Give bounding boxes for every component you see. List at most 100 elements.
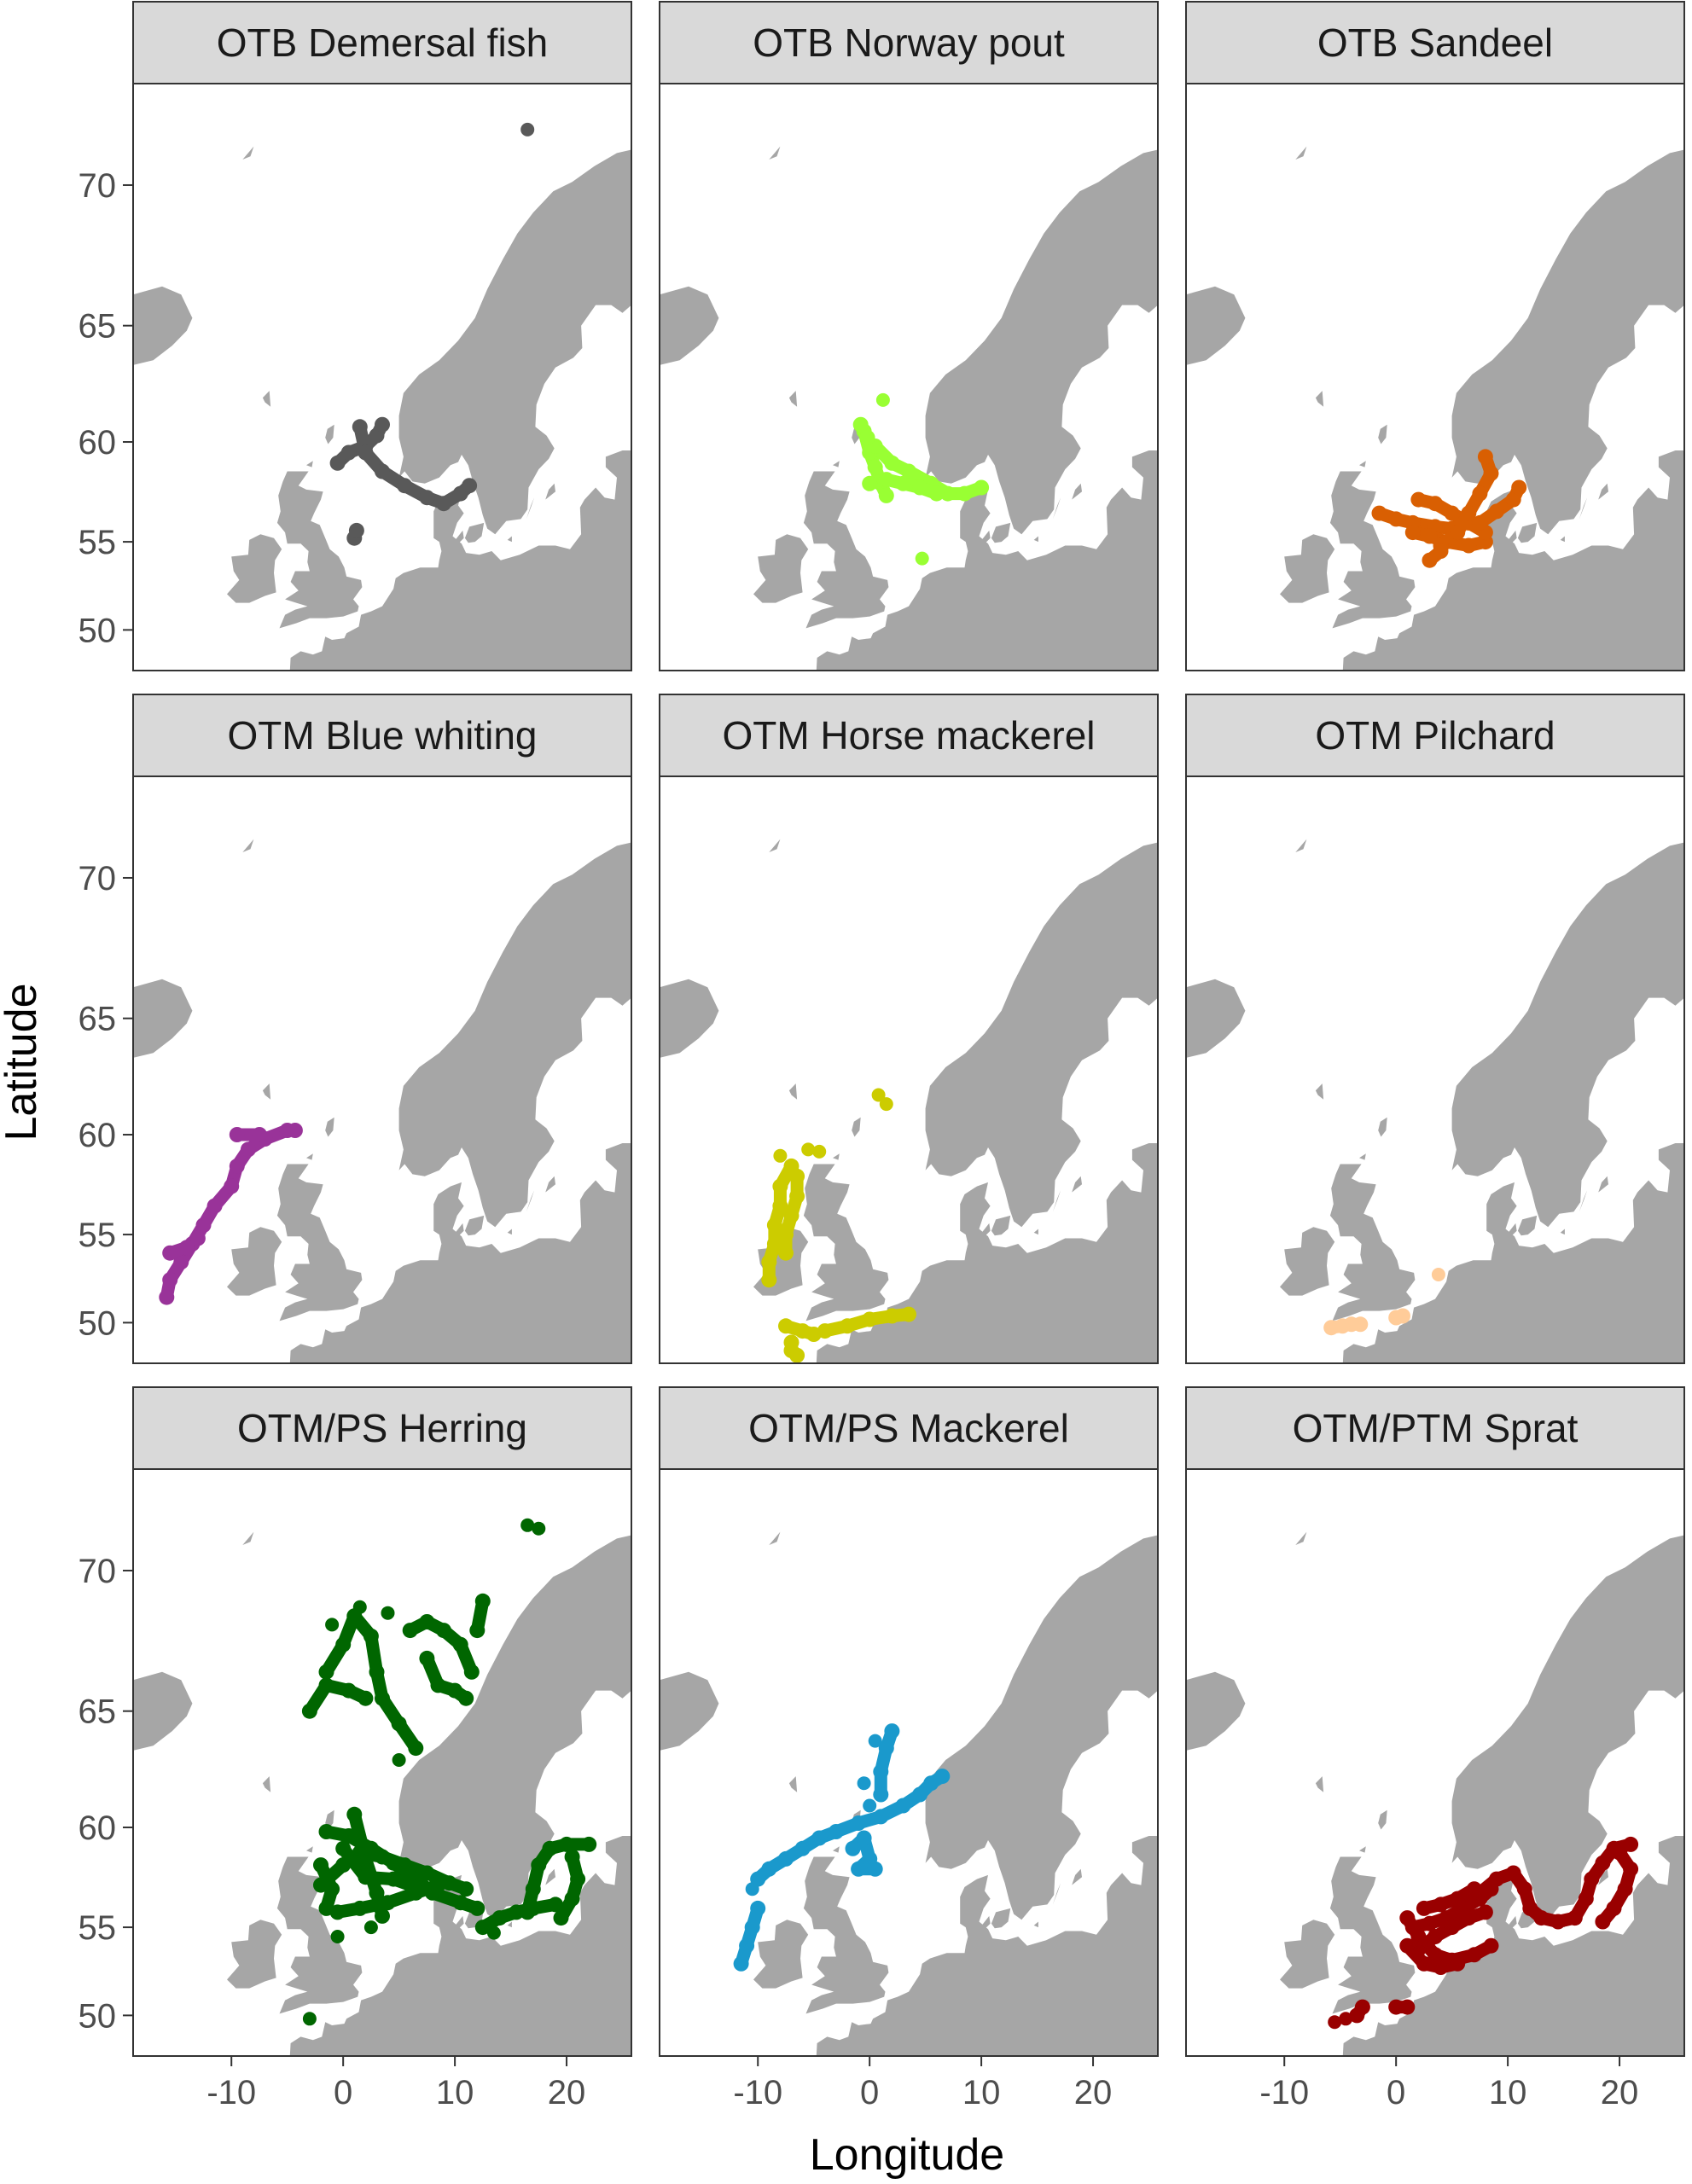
fishing-point bbox=[912, 479, 928, 496]
land-polygon bbox=[453, 1223, 464, 1237]
land-polygon bbox=[925, 1535, 1158, 1920]
land-polygon bbox=[1598, 1176, 1608, 1193]
fishing-point bbox=[335, 1636, 352, 1653]
land-polygon bbox=[325, 1117, 334, 1137]
fishing-point bbox=[229, 1158, 245, 1174]
panel-border bbox=[132, 1468, 632, 2057]
y-tick-label: 50 bbox=[78, 612, 117, 649]
y-tick-label: 55 bbox=[78, 1217, 117, 1254]
fishing-point bbox=[352, 1600, 367, 1614]
land-polygon bbox=[545, 1176, 555, 1193]
fishing-point bbox=[773, 1148, 788, 1163]
fishing-point bbox=[778, 1245, 794, 1261]
fishing-point bbox=[335, 1840, 352, 1856]
land-polygon bbox=[545, 1868, 555, 1885]
land-polygon bbox=[1378, 1809, 1387, 1830]
land-polygon bbox=[788, 391, 798, 407]
x-tick-label: 10 bbox=[962, 2074, 1001, 2111]
fishing-point bbox=[1472, 1885, 1488, 1901]
land-polygon bbox=[1560, 536, 1565, 543]
y-tick-label: 65 bbox=[78, 1693, 117, 1731]
fishing-point bbox=[363, 1628, 379, 1644]
land-polygon bbox=[242, 839, 254, 852]
fishing-point bbox=[463, 1664, 480, 1680]
longitude-axis-ticks: -10 0 10 20 -10 0 10 20 -10 0 10 20 bbox=[206, 2056, 1638, 2111]
land-polygon bbox=[1517, 1215, 1538, 1236]
land-polygon bbox=[507, 1921, 512, 1928]
fishing-point bbox=[915, 551, 929, 566]
fishing-point bbox=[1533, 1910, 1550, 1926]
fishing-point bbox=[419, 490, 435, 506]
fishing-point bbox=[564, 1849, 580, 1865]
panel-border bbox=[659, 775, 1159, 1364]
panel-border bbox=[1185, 775, 1685, 1364]
fishing-point bbox=[761, 1861, 777, 1877]
fishing-point bbox=[789, 1347, 805, 1363]
facet-strip bbox=[1185, 1, 1685, 84]
facet-strip bbox=[659, 1386, 1159, 1470]
fishing-point bbox=[873, 1786, 889, 1803]
fishing-point bbox=[1371, 505, 1387, 521]
fishing-point bbox=[375, 1908, 390, 1924]
fishing-point bbox=[1433, 1960, 1449, 1975]
fishing-point bbox=[811, 1830, 828, 1846]
panel-border bbox=[1185, 83, 1685, 671]
land-polygon bbox=[306, 1846, 313, 1853]
land-polygon bbox=[816, 1836, 1158, 2056]
fishing-point bbox=[363, 1920, 378, 1935]
fishing-point bbox=[1422, 552, 1438, 568]
fishing-point bbox=[564, 1891, 580, 1907]
x-tick-label: 20 bbox=[548, 2074, 586, 2111]
fishing-point bbox=[974, 479, 990, 496]
fishing-point bbox=[862, 475, 878, 491]
fishing-point bbox=[380, 1895, 396, 1911]
fishing-point bbox=[1427, 496, 1443, 512]
fishing-point bbox=[761, 1272, 777, 1288]
latitude-axis-ticks: 50 55 60 65 70 50 55 60 65 70 50 55 60 65 70 bbox=[78, 167, 133, 2035]
fishing-point bbox=[469, 1900, 486, 1916]
fishing-track bbox=[555, 1850, 584, 1925]
land-polygon bbox=[1378, 1117, 1387, 1137]
fishing-point bbox=[1461, 1910, 1477, 1926]
fishing-point bbox=[1511, 479, 1527, 496]
fishing-point bbox=[772, 1178, 788, 1194]
facet-title: OTM Pilchard bbox=[1315, 713, 1555, 758]
fishing-point bbox=[1489, 503, 1504, 520]
fishing-point bbox=[452, 1895, 468, 1911]
land-polygon bbox=[1033, 1228, 1038, 1235]
x-tick-label: 0 bbox=[860, 2074, 879, 2111]
fishing-point bbox=[189, 1230, 206, 1246]
fishing-point bbox=[324, 1881, 340, 1897]
fishing-point bbox=[873, 1809, 889, 1825]
land-polygon bbox=[227, 1920, 282, 1989]
facet-title: OTM/PTM Sprat bbox=[1293, 1406, 1579, 1450]
x-tick-label: 10 bbox=[1489, 2074, 1527, 2111]
land-polygon bbox=[1506, 1223, 1517, 1237]
y-tick-label: 60 bbox=[78, 1809, 117, 1847]
fishing-point bbox=[1388, 1999, 1404, 2015]
land-polygon bbox=[464, 1215, 485, 1236]
land-polygon bbox=[803, 471, 889, 629]
y-tick-label: 55 bbox=[78, 1909, 117, 1947]
land-polygon bbox=[1579, 497, 1588, 520]
map-content bbox=[660, 146, 1158, 671]
land-polygon bbox=[1506, 1915, 1517, 1930]
fishing-point bbox=[318, 1677, 334, 1693]
land-polygon bbox=[1315, 1083, 1324, 1100]
facet-strip bbox=[132, 1386, 632, 1470]
fishing-point bbox=[1505, 491, 1521, 508]
land-polygon bbox=[1359, 1846, 1366, 1853]
x-tick-label: 0 bbox=[1387, 2074, 1405, 2111]
land-polygon bbox=[306, 461, 313, 468]
land-polygon bbox=[464, 522, 485, 543]
fishing-point bbox=[162, 1272, 178, 1288]
fishing-point bbox=[229, 1127, 245, 1142]
land-polygon bbox=[980, 1915, 991, 1930]
fishing-point bbox=[1516, 1881, 1532, 1897]
fishing-point bbox=[884, 455, 900, 471]
fishing-point bbox=[375, 416, 390, 433]
facet-title: OTB Demersal fish bbox=[217, 20, 549, 65]
fishing-point bbox=[581, 1836, 597, 1852]
fishing-point bbox=[469, 1623, 486, 1639]
